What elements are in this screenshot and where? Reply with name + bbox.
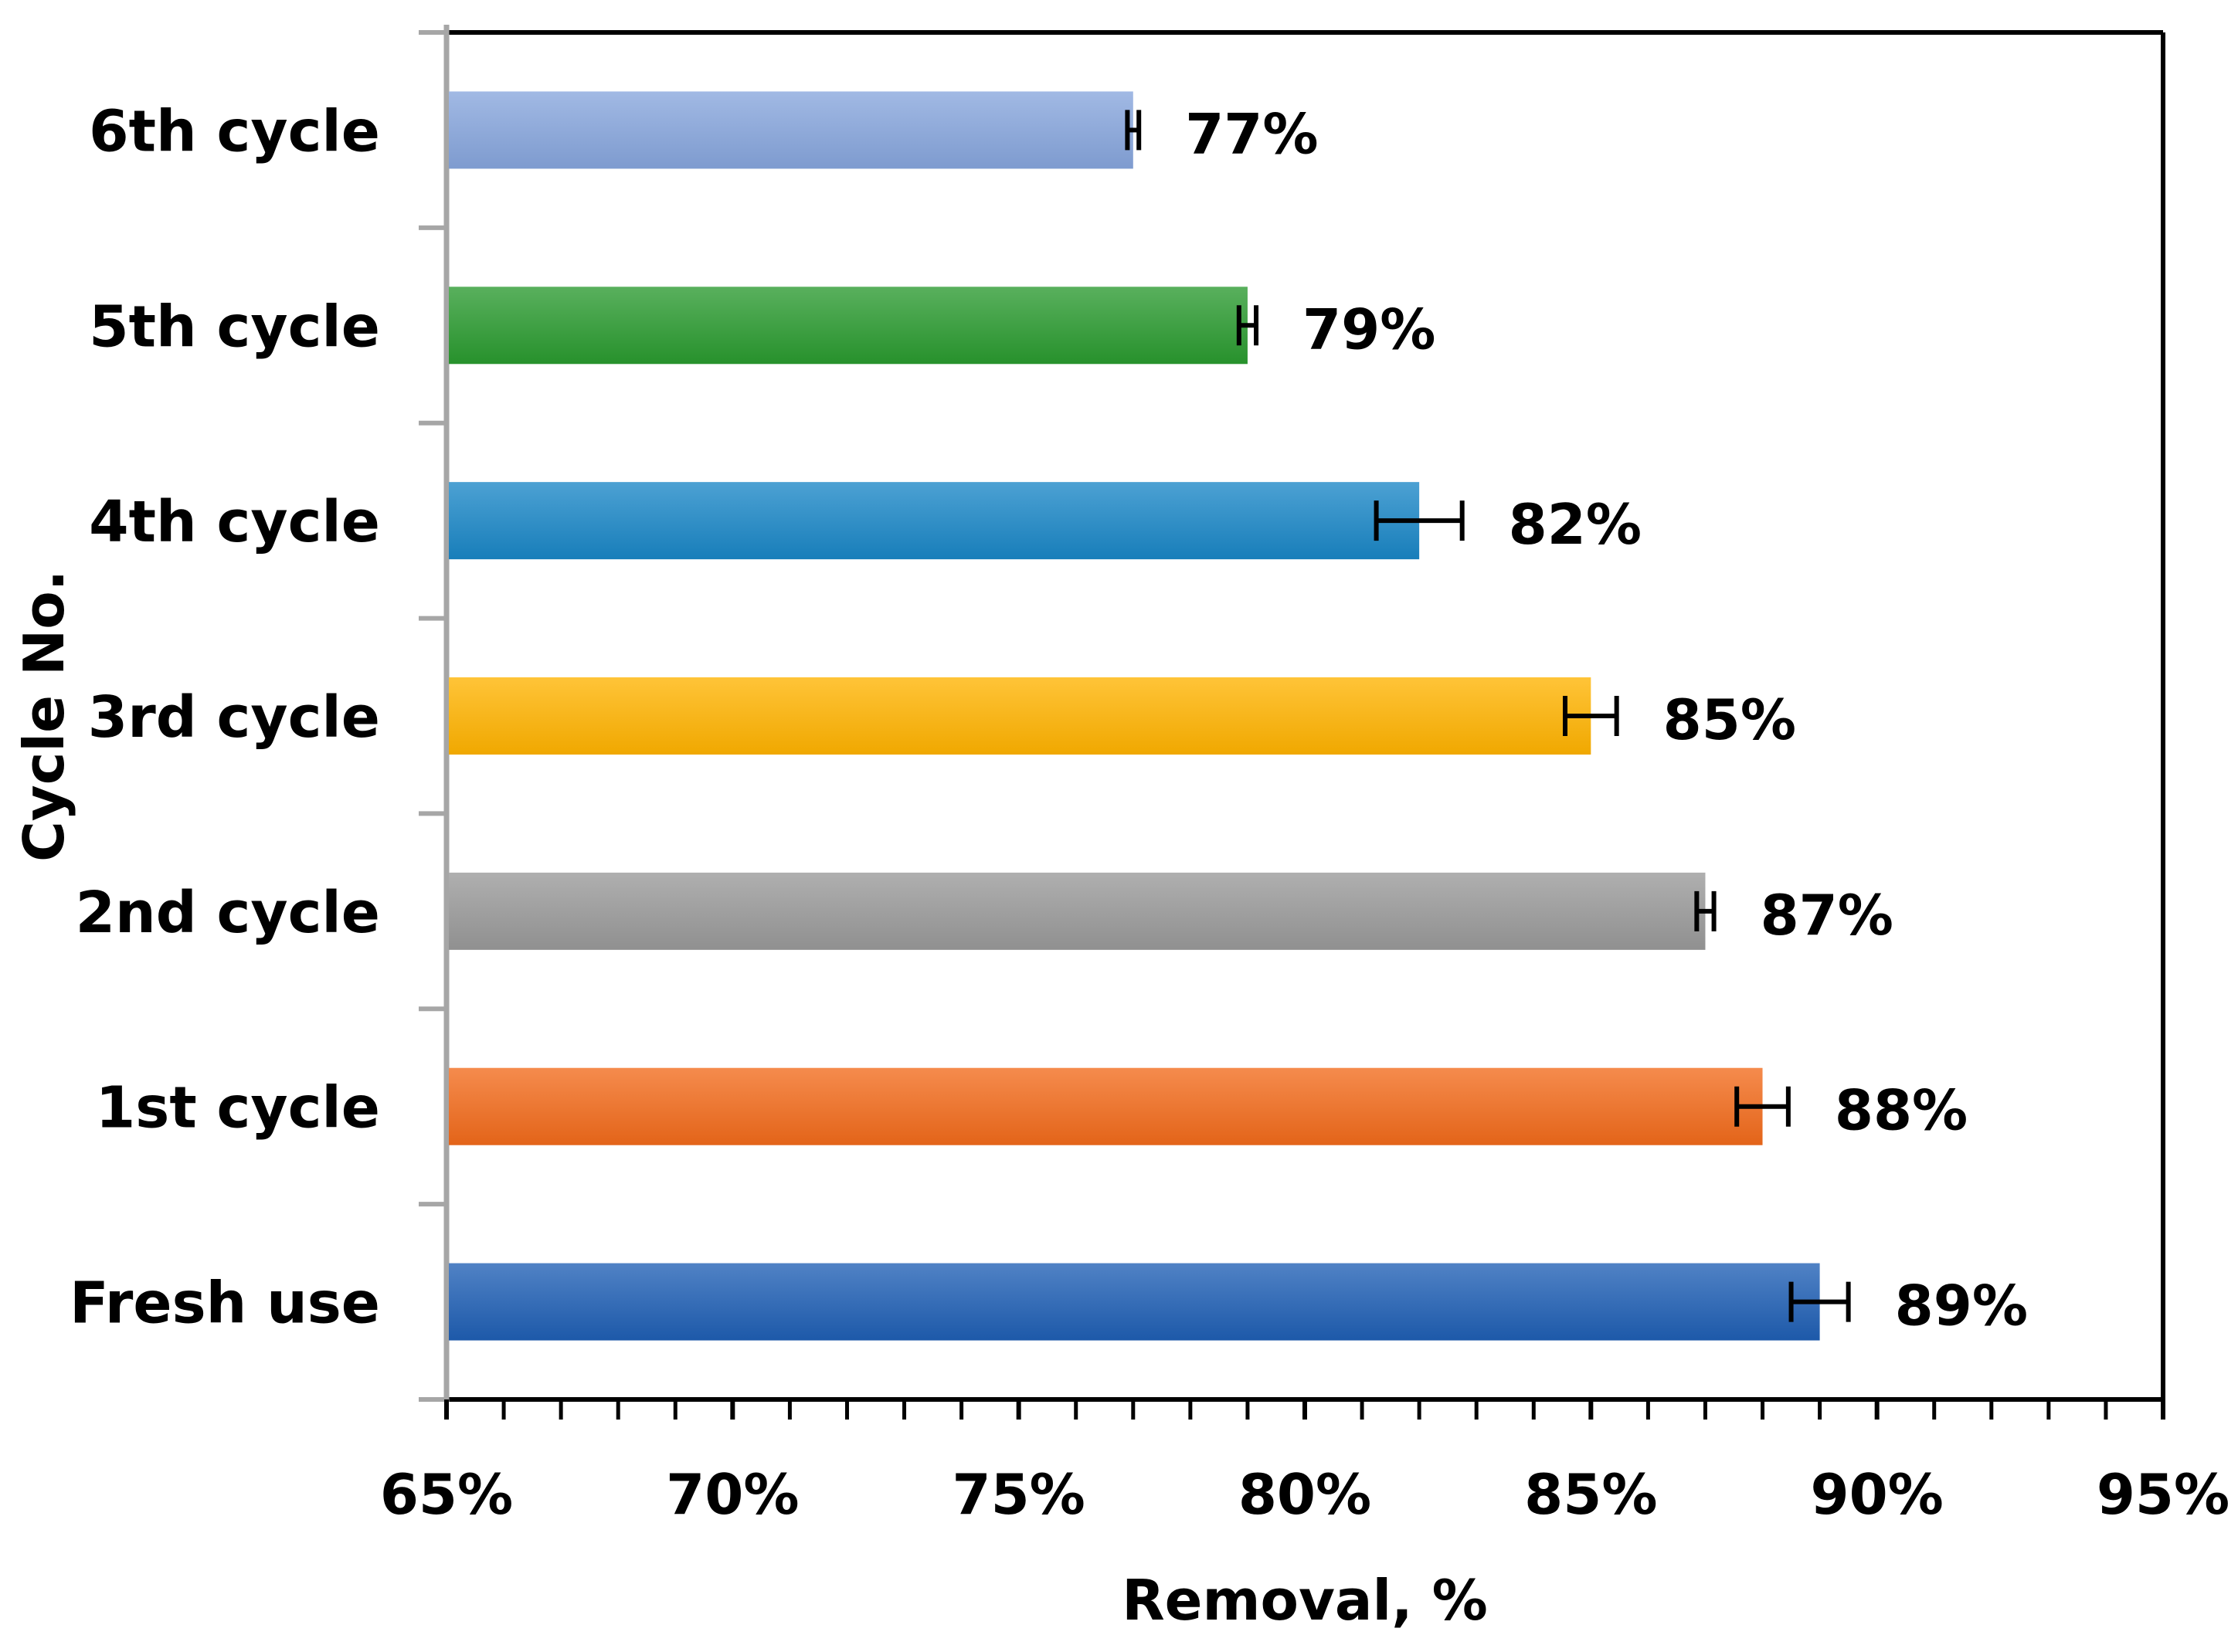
category-label: 6th cycle [89, 98, 380, 165]
x-tick-label: 65% [380, 1462, 513, 1527]
category-label: 1st cycle [96, 1075, 380, 1141]
y-axis-title: Cycle No. [12, 570, 76, 862]
data-label: 79% [1302, 297, 1435, 361]
data-label: 88% [1835, 1078, 1968, 1143]
data-label: 85% [1663, 687, 1796, 752]
x-tick-label: 85% [1524, 1462, 1657, 1527]
data-label: 82% [1509, 492, 1642, 557]
data-label: 87% [1761, 883, 1893, 948]
x-axis-title: Removal, % [1122, 1568, 1488, 1633]
x-tick-label: 90% [1810, 1462, 1943, 1527]
category-label: 4th cycle [89, 489, 380, 555]
bar-1st-cycle [449, 1067, 1763, 1145]
category-label: 2nd cycle [76, 880, 380, 946]
x-tick-label: 70% [666, 1462, 799, 1527]
bar-4th-cycle [449, 482, 1420, 560]
bar-5th-cycle [449, 287, 1248, 365]
bars-group [449, 91, 1820, 1341]
data-label: 89% [1895, 1274, 2028, 1338]
category-label: 5th cycle [89, 293, 380, 360]
bar-6th-cycle [449, 91, 1133, 169]
x-ticks-group: 65% 70% 75% 80% 85% 90% 95% [380, 1399, 2230, 1527]
bar-fresh-use [449, 1263, 1820, 1341]
error-bars-group [1125, 110, 1851, 1322]
x-tick-label: 95% [2097, 1462, 2230, 1527]
x-tick-label: 80% [1238, 1462, 1371, 1527]
x-tick-label: 75% [952, 1462, 1085, 1527]
category-label: 3rd cycle [88, 684, 380, 751]
bar-2nd-cycle [449, 872, 1706, 950]
category-label: Fresh use [70, 1270, 380, 1337]
data-label: 77% [1185, 101, 1318, 166]
category-labels-group: Fresh use 1st cycle 2nd cycle 3rd cycle 4th … [70, 98, 380, 1336]
data-labels-group: 89% 88% 87% 85% 82% 79% 77% [1185, 101, 2028, 1338]
bar-3rd-cycle [449, 677, 1591, 755]
